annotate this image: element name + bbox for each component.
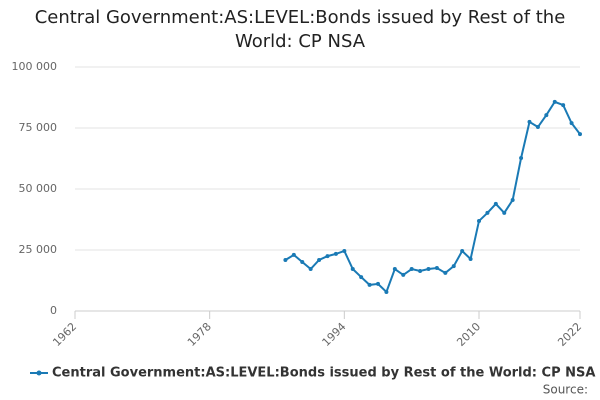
data-point [544,113,549,118]
data-point [317,258,322,263]
x-tick-label: 2010 [454,320,483,349]
data-point [569,121,574,126]
data-point [367,282,372,287]
data-point [392,267,397,272]
data-point [443,270,448,275]
data-point [578,132,582,137]
data-point [325,254,330,259]
data-point [401,272,406,277]
series-line [284,100,581,294]
data-point [384,289,389,294]
data-point [561,103,566,108]
data-point [434,266,439,271]
data-point [350,267,355,272]
data-point [283,258,288,263]
data-point [502,210,507,215]
data-point [291,252,296,257]
data-point [418,268,423,273]
y-tick-label: 100 000 [12,60,58,73]
data-point [460,248,465,253]
x-tick-label: 1978 [185,320,214,349]
legend-marker [36,370,42,376]
data-point [510,197,515,202]
data-point [333,251,338,256]
data-point [493,201,498,206]
data-point [519,156,524,161]
data-point [300,259,305,264]
x-tick-label: 1962 [50,320,79,349]
source: Source: [543,383,588,397]
x-tick-label: 2022 [555,320,584,349]
y-tick-label: 0 [50,304,57,317]
y-tick-label: 75 000 [19,121,58,134]
chart-title: Central Government:AS:LEVEL:Bonds issued… [34,7,566,52]
y-tick-label: 25 000 [19,243,58,256]
y-tick-label: 50 000 [19,182,58,195]
data-point [409,267,414,272]
data-point [342,248,347,253]
data-point [535,125,540,130]
data-point [359,275,364,280]
data-point [451,264,456,269]
data-point [552,99,557,104]
x-tick-label: 1994 [320,320,349,349]
data-point [426,267,431,272]
data-point [477,218,481,223]
data-point [308,267,313,272]
legend-text: Central Government:AS:LEVEL:Bonds issued… [52,366,595,381]
data-point [468,257,473,262]
data-point [485,210,490,215]
data-point [376,281,380,286]
data-point [527,119,532,124]
